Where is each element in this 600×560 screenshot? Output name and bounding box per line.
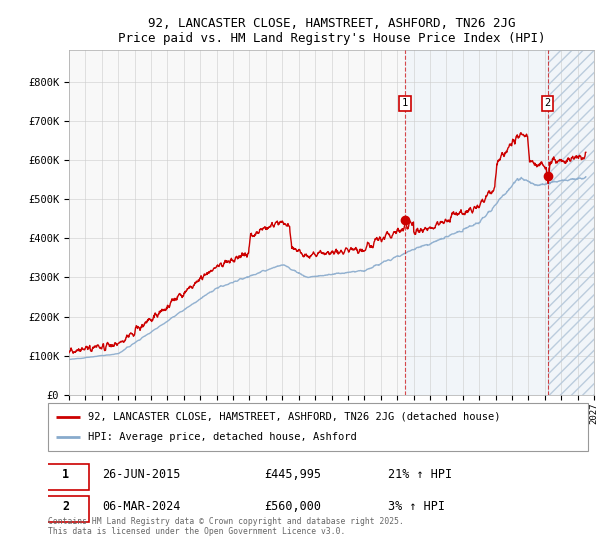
Text: HPI: Average price, detached house, Ashford: HPI: Average price, detached house, Ashf…: [89, 432, 357, 442]
FancyBboxPatch shape: [43, 464, 89, 489]
Text: £560,000: £560,000: [264, 500, 321, 514]
Text: 26-JUN-2015: 26-JUN-2015: [102, 468, 181, 481]
Text: 3% ↑ HPI: 3% ↑ HPI: [388, 500, 445, 514]
Bar: [548, 50, 594, 395]
Text: 2: 2: [62, 500, 70, 514]
Title: 92, LANCASTER CLOSE, HAMSTREET, ASHFORD, TN26 2JG
Price paid vs. HM Land Registr: 92, LANCASTER CLOSE, HAMSTREET, ASHFORD,…: [118, 17, 545, 45]
Text: 2: 2: [545, 98, 551, 108]
Text: 92, LANCASTER CLOSE, HAMSTREET, ASHFORD, TN26 2JG (detached house): 92, LANCASTER CLOSE, HAMSTREET, ASHFORD,…: [89, 412, 501, 422]
FancyBboxPatch shape: [43, 496, 89, 522]
Text: £445,995: £445,995: [264, 468, 321, 481]
FancyBboxPatch shape: [48, 403, 588, 451]
Text: Contains HM Land Registry data © Crown copyright and database right 2025.
This d: Contains HM Land Registry data © Crown c…: [48, 516, 404, 536]
Text: 1: 1: [402, 98, 408, 108]
Bar: [405, 50, 594, 395]
Text: 06-MAR-2024: 06-MAR-2024: [102, 500, 181, 514]
Text: 1: 1: [62, 468, 70, 481]
Text: 21% ↑ HPI: 21% ↑ HPI: [388, 468, 452, 481]
